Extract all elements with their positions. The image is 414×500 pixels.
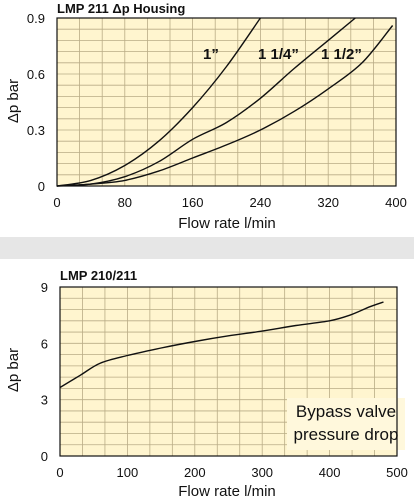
- plot-frame-1: [56, 17, 397, 187]
- tick-labels-1: 0 80 160 240 320 400 0 0.3 0.6 0.9: [27, 11, 407, 210]
- x-tick-label: 240: [250, 195, 272, 210]
- tick-labels-2: 0 100 200 300 400 500 0 3 6 9: [41, 280, 408, 480]
- y-tick-label: 0: [38, 179, 45, 194]
- plot-frame-2: [59, 286, 398, 457]
- x-tick-label: 0: [53, 195, 60, 210]
- x-tick-label: 160: [182, 195, 204, 210]
- series-lines-2: [59, 301, 384, 389]
- y-tick-label: 6: [41, 336, 48, 351]
- annotation-line-1: Bypass valve: [296, 402, 396, 421]
- plot-area-1: [57, 18, 396, 186]
- chart-title-1: LMP 211 Δp Housing: [57, 1, 185, 16]
- chart-bypass-dp: 0 100 200 300 400 500 0 3 6 9 LMP 210/211 Flow ra…: [5, 268, 408, 500]
- series-label-1-1-2-inch: 1 1/2”: [321, 46, 362, 63]
- x-tick-label: 400: [319, 465, 341, 480]
- x-tick-label: 500: [386, 465, 408, 480]
- series-line-1-2: [56, 17, 356, 187]
- grid-2: [60, 287, 397, 456]
- y-axis-label-1: Δp bar: [5, 79, 22, 123]
- y-tick-label: 0.6: [27, 67, 45, 82]
- annotation-box: [287, 398, 405, 450]
- x-tick-label: 80: [118, 195, 132, 210]
- x-tick-label: 100: [117, 465, 139, 480]
- x-axis-label-1: Flow rate l/min: [178, 215, 276, 232]
- y-axis-label-2: Δp bar: [5, 348, 22, 392]
- y-tick-label: 9: [41, 280, 48, 295]
- x-tick-label: 200: [184, 465, 206, 480]
- series-lines-1: [56, 17, 394, 187]
- series-label-1-inch: 1”: [203, 46, 219, 63]
- separator-band: [0, 237, 414, 259]
- chart-housing-dp: 0 80 160 240 320 400 0 0.3 0.6 0.9 LMP 211 Δp Hou…: [5, 1, 407, 232]
- x-tick-label: 320: [317, 195, 339, 210]
- series-line-1-1: [56, 17, 261, 187]
- x-tick-label: 400: [385, 195, 407, 210]
- annotation-line-2: pressure drop: [294, 425, 399, 444]
- series-line-2-1: [59, 301, 384, 389]
- series-line-1-3: [56, 25, 394, 187]
- y-tick-label: 3: [41, 393, 48, 408]
- y-tick-label: 0: [41, 449, 48, 464]
- x-axis-label-2: Flow rate l/min: [178, 483, 276, 500]
- x-tick-label: 0: [56, 465, 63, 480]
- series-label-1-1-4-inch: 1 1/4”: [258, 46, 299, 63]
- grid-1: [57, 18, 396, 186]
- y-tick-label: 0.3: [27, 123, 45, 138]
- y-tick-label: 0.9: [27, 11, 45, 26]
- chart-title-2: LMP 210/211: [60, 268, 137, 283]
- x-tick-label: 300: [251, 465, 273, 480]
